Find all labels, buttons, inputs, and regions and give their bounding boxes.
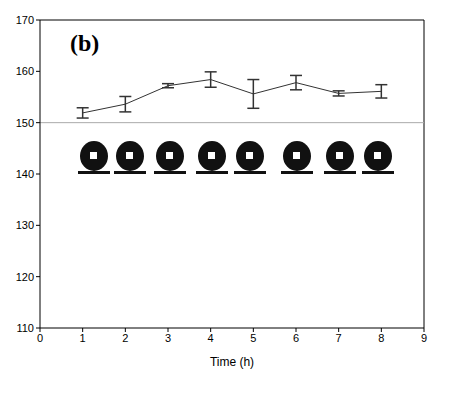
svg-text:2: 2 xyxy=(122,332,128,344)
svg-text:9: 9 xyxy=(421,332,427,344)
svg-text:170: 170 xyxy=(16,14,34,26)
svg-text:7: 7 xyxy=(336,332,342,344)
svg-text:0: 0 xyxy=(37,332,43,344)
svg-text:6: 6 xyxy=(293,332,299,344)
svg-text:140: 140 xyxy=(16,168,34,180)
svg-text:110: 110 xyxy=(16,322,34,334)
svg-text:3: 3 xyxy=(165,332,171,344)
svg-text:Time (h): Time (h) xyxy=(210,355,254,369)
svg-text:5: 5 xyxy=(250,332,256,344)
svg-text:8: 8 xyxy=(378,332,384,344)
svg-text:160: 160 xyxy=(16,65,34,77)
svg-text:1: 1 xyxy=(80,332,86,344)
svg-text:4: 4 xyxy=(208,332,214,344)
svg-text:130: 130 xyxy=(16,219,34,231)
svg-text:150: 150 xyxy=(16,117,34,129)
html-text:(b): (b) xyxy=(70,30,100,56)
svg-text:120: 120 xyxy=(16,271,34,283)
